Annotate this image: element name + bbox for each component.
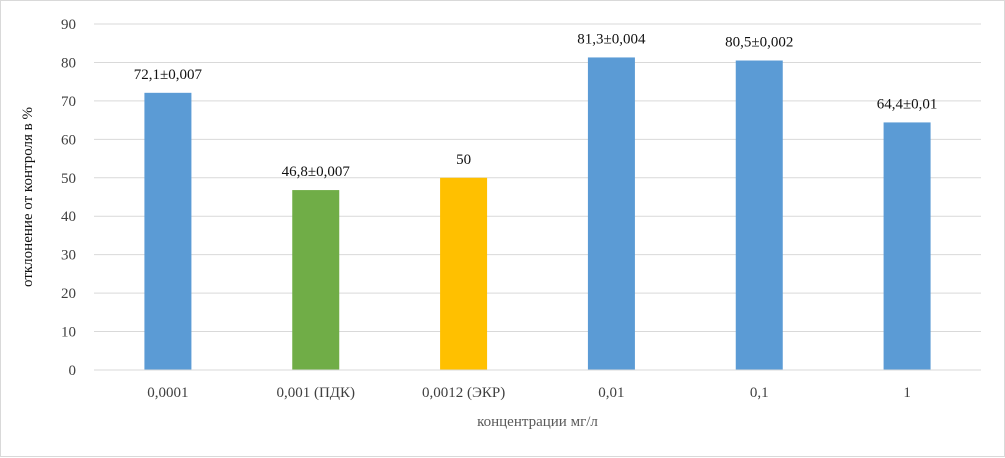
data-label: 50	[456, 152, 471, 168]
x-tick-label: 0,0012 (ЭКР)	[422, 385, 505, 401]
y-tick-label: 40	[61, 209, 76, 225]
gridlines	[94, 23, 981, 333]
bars	[144, 57, 931, 371]
y-tick-label: 60	[61, 132, 76, 148]
x-tick-label: 0,001 (ПДК)	[276, 385, 355, 401]
y-tick-label: 0	[69, 363, 77, 379]
bar	[144, 92, 192, 370]
x-tick-label: 0,01	[598, 385, 624, 401]
bar	[735, 60, 783, 371]
y-tick-label: 20	[61, 286, 76, 302]
x-tick-label: 1	[903, 385, 911, 401]
data-label: 72,1±0,007	[134, 67, 203, 83]
y-tick-label: 50	[61, 171, 76, 187]
x-tick-label: 0,1	[750, 385, 769, 401]
bar	[440, 177, 488, 370]
data-label: 81,3±0,004	[577, 31, 646, 47]
y-tick-label: 30	[61, 248, 76, 264]
y-tick-label: 70	[61, 94, 76, 110]
bar	[587, 57, 635, 371]
x-axis-title: концентрации мг/л	[477, 414, 598, 430]
y-tick-label: 10	[61, 325, 76, 341]
bar	[292, 190, 340, 370]
x-axis-ticks: 0,0001 0,001 (ПДК) 0,0012 (ЭКР) 0,01 0,1 1	[147, 385, 911, 401]
y-axis-ticks: 0 10 20 30 40 50 60 70 80 90	[61, 17, 76, 379]
x-tick-label: 0,0001	[147, 385, 188, 401]
data-label: 46,8±0,007	[282, 164, 351, 180]
data-label: 64,4±0,01	[877, 96, 938, 112]
data-labels: 72,1±0,007 46,8±0,007 50 81,3±0,004 80,5±0,0…	[134, 31, 938, 180]
data-label: 80,5±0,002	[725, 35, 793, 51]
y-axis-title: отклонение от контроля в %	[20, 107, 36, 287]
bar	[883, 122, 931, 370]
y-tick-label: 90	[61, 17, 76, 33]
y-tick-label: 80	[61, 55, 76, 71]
